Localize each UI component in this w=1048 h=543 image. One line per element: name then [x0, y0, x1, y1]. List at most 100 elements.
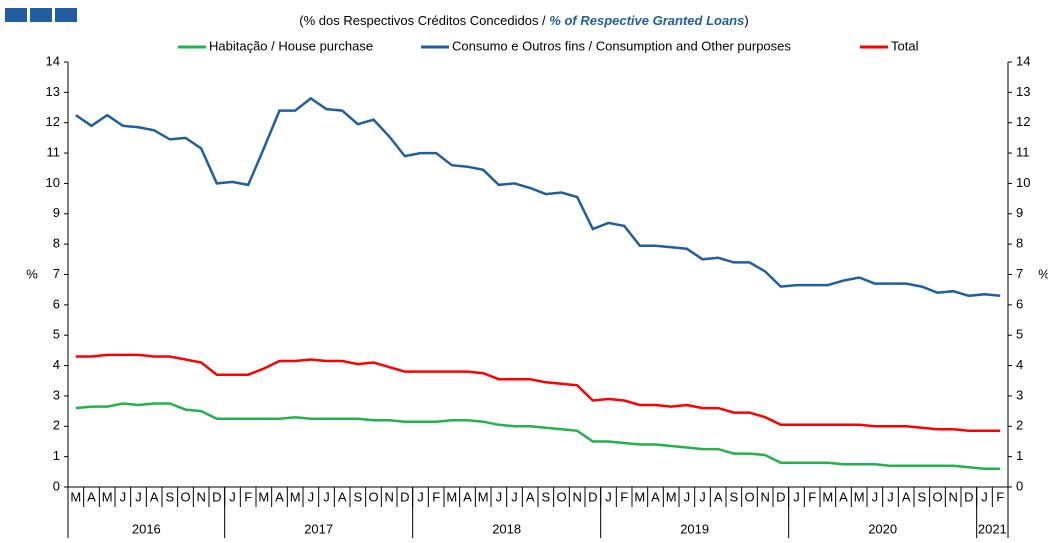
- y2-tick-label: 10: [1016, 175, 1030, 190]
- x-tick-label: A: [338, 489, 347, 504]
- x-tick-label: S: [729, 489, 738, 504]
- x-tick-label: J: [699, 489, 706, 504]
- x-tick-label: A: [714, 489, 723, 504]
- x-tick-label: A: [902, 489, 911, 504]
- x-tick-label: F: [620, 489, 628, 504]
- x-tick-label: J: [684, 489, 691, 504]
- x-tick-label: M: [634, 489, 645, 504]
- x-tick-label: M: [854, 489, 865, 504]
- x-tick-label: N: [760, 489, 769, 504]
- y2-tick-label: 12: [1016, 114, 1030, 129]
- x-tick-label: J: [308, 489, 315, 504]
- x-tick-label: M: [290, 489, 301, 504]
- y-axis-label: %: [26, 266, 38, 281]
- x-tick-label: M: [478, 489, 489, 504]
- x-tick-label: J: [511, 489, 518, 504]
- x-tick-label: J: [229, 489, 236, 504]
- x-tick-label: D: [588, 489, 597, 504]
- x-tick-label: F: [432, 489, 440, 504]
- x-tick-label: O: [180, 489, 190, 504]
- x-tick-label: A: [526, 489, 535, 504]
- x-tick-label: S: [917, 489, 926, 504]
- y-tick-label: 9: [53, 205, 60, 220]
- x-tick-label: A: [87, 489, 96, 504]
- y-tick-label: 6: [53, 296, 60, 311]
- x-tick-label: A: [651, 489, 660, 504]
- x-tick-label: D: [212, 489, 221, 504]
- y-tick-label: 1: [53, 448, 60, 463]
- y2-tick-label: 9: [1016, 205, 1023, 220]
- y2-tick-label: 6: [1016, 296, 1023, 311]
- y-tick-label: 5: [53, 327, 60, 342]
- logo-block: [5, 8, 27, 22]
- x-tick-label: M: [822, 489, 833, 504]
- x-tick-label: J: [793, 489, 800, 504]
- year-label: 2020: [868, 521, 897, 536]
- x-tick-label: A: [150, 489, 159, 504]
- y2-tick-label: 5: [1016, 327, 1023, 342]
- x-tick-label: A: [839, 489, 848, 504]
- x-tick-label: J: [417, 489, 424, 504]
- x-tick-label: J: [887, 489, 894, 504]
- x-tick-label: M: [258, 489, 269, 504]
- x-tick-label: N: [196, 489, 205, 504]
- y-tick-label: 3: [53, 387, 60, 402]
- x-tick-label: F: [808, 489, 816, 504]
- y2-tick-label: 11: [1016, 145, 1030, 160]
- series-line: [75, 402, 1001, 471]
- x-tick-label: D: [400, 489, 409, 504]
- y-tick-label: 11: [47, 145, 61, 160]
- x-tick-label: J: [872, 489, 879, 504]
- series-line: [75, 96, 1001, 298]
- y-tick-label: 12: [46, 114, 60, 129]
- y-tick-label: 10: [46, 175, 60, 190]
- x-tick-label: J: [135, 489, 142, 504]
- x-tick-label: A: [275, 489, 284, 504]
- x-tick-label: S: [353, 489, 362, 504]
- year-label: 2017: [304, 521, 333, 536]
- y2-axis-label: %: [1038, 266, 1048, 281]
- x-tick-label: J: [605, 489, 612, 504]
- chart-subtitle: (% dos Respectivos Créditos Concedidos /…: [299, 13, 748, 28]
- logo-block: [30, 8, 52, 22]
- x-tick-label: M: [70, 489, 81, 504]
- x-tick-label: S: [541, 489, 550, 504]
- year-label: 2021: [978, 521, 1007, 536]
- year-label: 2018: [492, 521, 521, 536]
- x-tick-label: M: [446, 489, 457, 504]
- legend-label: Total: [891, 38, 919, 53]
- x-tick-label: O: [932, 489, 942, 504]
- y-tick-label: 2: [53, 418, 60, 433]
- subtitle-pt: (% dos Respectivos Créditos Concedidos /: [299, 13, 546, 28]
- y-tick-label: 13: [46, 84, 60, 99]
- x-tick-label: O: [368, 489, 378, 504]
- y-tick-label: 14: [46, 53, 60, 68]
- year-label: 2016: [132, 521, 161, 536]
- x-tick-label: N: [572, 489, 581, 504]
- x-tick-label: F: [996, 489, 1004, 504]
- y2-tick-label: 0: [1016, 478, 1023, 493]
- subtitle-en: % of Respective Granted Loans: [549, 13, 744, 28]
- x-tick-label: D: [776, 489, 785, 504]
- y-tick-label: 8: [53, 236, 60, 251]
- legend-label: Consumo e Outros fins / Consumption and …: [452, 38, 791, 53]
- y2-tick-label: 14: [1016, 53, 1030, 68]
- y2-tick-label: 4: [1016, 357, 1023, 372]
- year-label: 2019: [680, 521, 709, 536]
- y-tick-label: 0: [53, 478, 60, 493]
- subtitle-close: ): [744, 13, 748, 28]
- x-tick-label: J: [323, 489, 330, 504]
- y2-tick-label: 3: [1016, 387, 1023, 402]
- x-tick-label: J: [496, 489, 503, 504]
- x-tick-label: J: [120, 489, 127, 504]
- x-tick-label: J: [981, 489, 988, 504]
- y2-tick-label: 2: [1016, 418, 1023, 433]
- x-tick-label: N: [384, 489, 393, 504]
- x-tick-label: M: [102, 489, 113, 504]
- x-tick-label: O: [556, 489, 566, 504]
- y2-tick-label: 7: [1016, 266, 1023, 281]
- x-tick-label: S: [165, 489, 174, 504]
- y2-tick-label: 13: [1016, 84, 1030, 99]
- y-tick-label: 7: [53, 266, 60, 281]
